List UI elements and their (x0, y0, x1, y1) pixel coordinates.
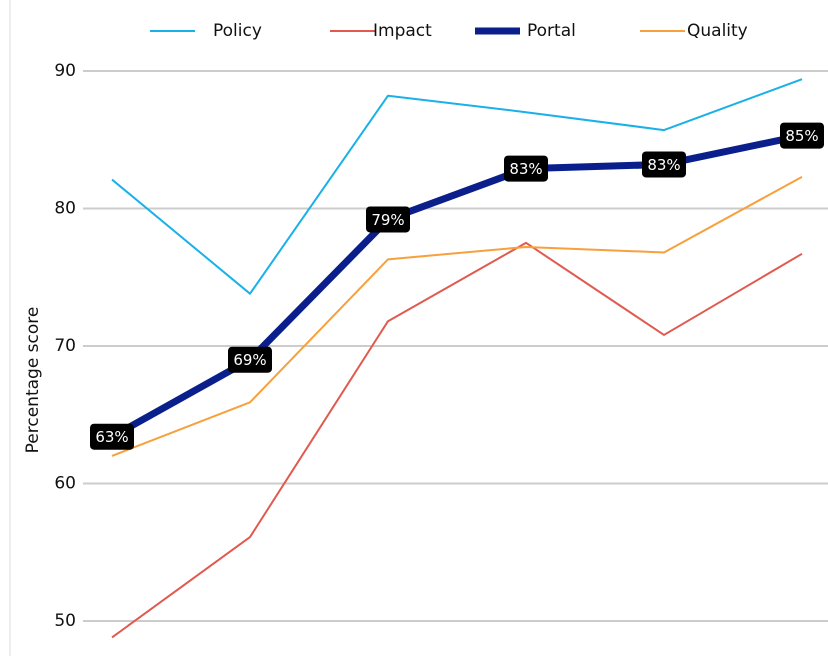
value-label-bg (366, 206, 410, 233)
y-tick-label: 50 (54, 611, 76, 631)
legend-label: Policy (213, 21, 262, 41)
value-label: 83% (642, 151, 686, 178)
series-line (110, 132, 803, 440)
value-label: 69% (228, 346, 272, 373)
value-label-bg (642, 151, 686, 178)
value-label-bg (780, 122, 824, 149)
value-label-text: 69% (233, 351, 266, 369)
value-label: 85% (780, 122, 824, 149)
series-line (111, 175, 803, 457)
value-label-text: 63% (95, 428, 128, 446)
value-label-bg (90, 423, 134, 450)
value-label: 63% (90, 423, 134, 450)
legend-label: Impact (373, 21, 432, 41)
value-label: 83% (504, 155, 548, 182)
y-tick-label: 80 (54, 198, 76, 218)
legend-label: Portal (527, 21, 576, 41)
value-label-text: 79% (371, 211, 404, 229)
value-label-bg (228, 346, 272, 373)
value-label-text: 85% (785, 127, 818, 145)
value-label-text: 83% (509, 160, 542, 178)
value-label-text: 83% (647, 156, 680, 174)
series-line (111, 78, 803, 295)
series-line (111, 241, 803, 639)
y-axis-title: Percentage score (23, 307, 43, 454)
y-tick-label: 70 (54, 336, 76, 356)
y-tick-label: 90 (54, 61, 76, 81)
value-label-bg (504, 155, 548, 182)
y-tick-label: 60 (54, 473, 76, 493)
value-label: 79% (366, 206, 410, 233)
legend-label: Quality (687, 21, 748, 41)
